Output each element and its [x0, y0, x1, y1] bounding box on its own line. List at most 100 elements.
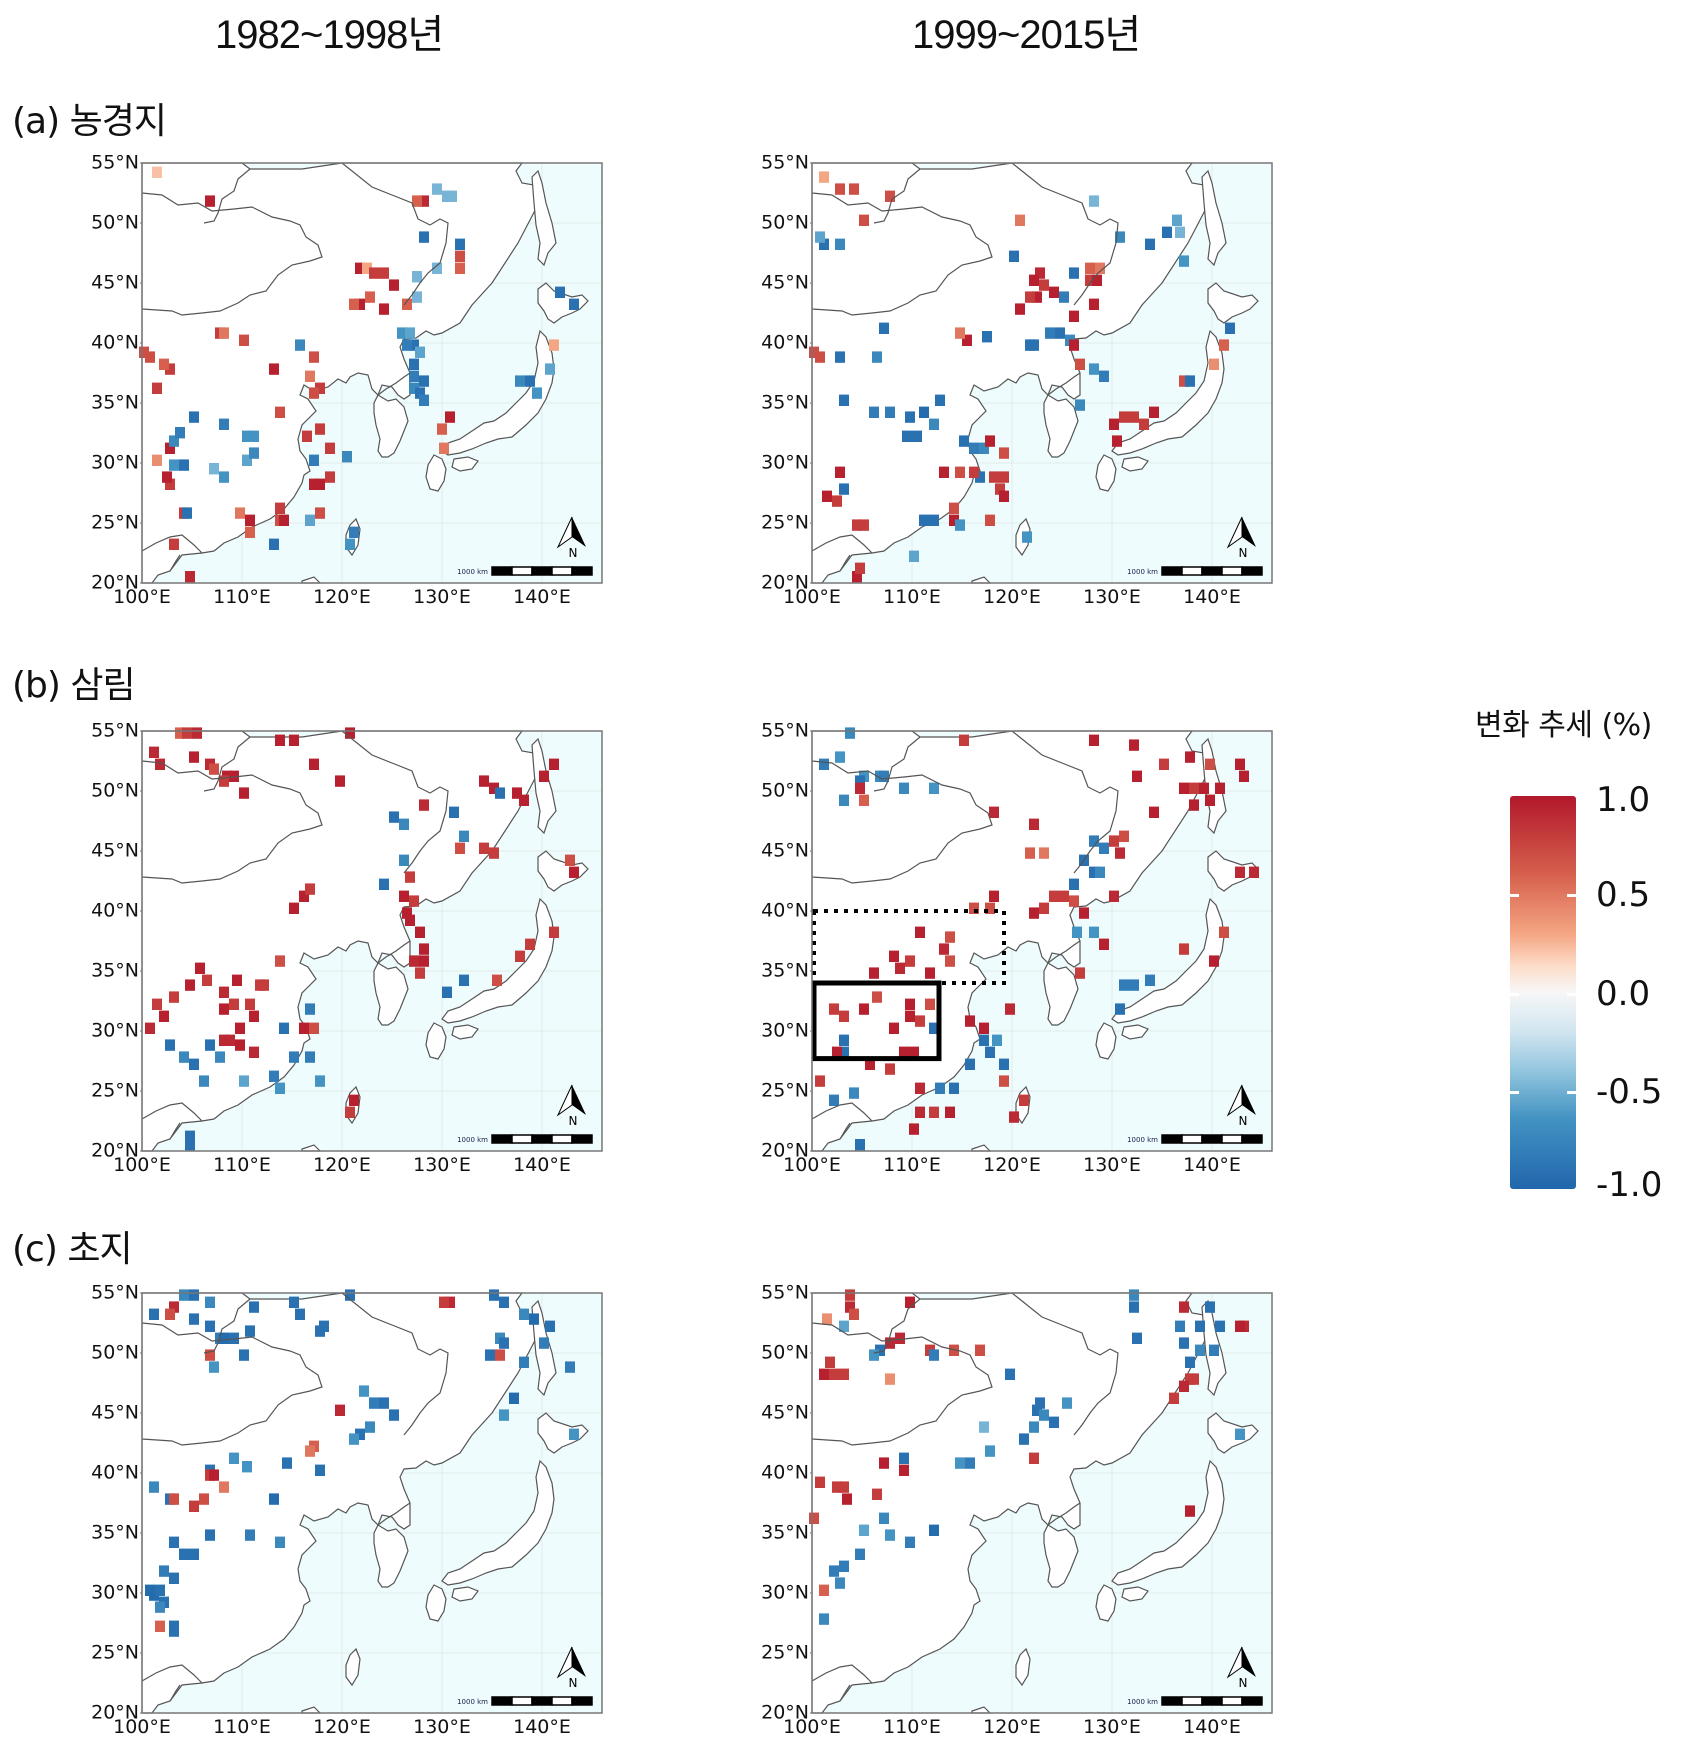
lon-tick-label: 120°E	[313, 1154, 371, 1176]
column-title-1999-2015: 1999~2015년	[912, 13, 1141, 57]
colorbar-label-0.5: 0.5	[1596, 875, 1651, 915]
lon-tick-label: 120°E	[983, 1154, 1041, 1176]
svg-text:1000 km: 1000 km	[1127, 568, 1158, 576]
north-arrow-icon: N	[556, 516, 586, 560]
lat-tick-label: 25°N	[91, 512, 139, 534]
trend-cells	[145, 1289, 579, 1637]
map-frame	[141, 730, 603, 1152]
lat-tick-label: 30°N	[91, 1020, 139, 1042]
row-label-cropland: (a) 농경지	[12, 101, 167, 142]
svg-text:N: N	[1239, 546, 1248, 560]
lon-tick-label: 140°E	[513, 1716, 571, 1738]
lat-tick-label: 35°N	[91, 1522, 139, 1544]
north-arrow-icon: N	[556, 1646, 586, 1690]
lon-tick-label: 130°E	[1083, 1716, 1141, 1738]
lon-tick-label: 110°E	[883, 1716, 941, 1738]
map-svg: N 1000 km 55°N 50°N 45°N 40°N 35°N 30°N 25°N 20°N…	[761, 1282, 1273, 1738]
lat-tick-label: 50°N	[91, 1342, 139, 1364]
lat-tick-label: 55°N	[91, 720, 139, 742]
lon-tick-label: 120°E	[313, 586, 371, 608]
lat-tick-label: 25°N	[761, 512, 809, 534]
svg-text:1000 km: 1000 km	[457, 1698, 488, 1706]
map-frame	[141, 162, 603, 584]
colorbar-label-0.0: 0.0	[1596, 974, 1651, 1014]
lat-tick-label: 45°N	[761, 1402, 809, 1424]
lon-tick-label: 140°E	[1183, 1154, 1241, 1176]
row-label-grassland: (c) 초지	[12, 1229, 133, 1270]
svg-text:1000 km: 1000 km	[457, 568, 488, 576]
lat-tick-label: 35°N	[761, 960, 809, 982]
map-panel-grassland-1999-2015: N 1000 km 55°N 50°N 45°N 40°N 35°N 30°N 25°N 20°N…	[750, 1280, 1290, 1740]
lon-tick-label: 120°E	[313, 1716, 371, 1738]
lat-tick-label: 20°N	[91, 1702, 139, 1724]
svg-text:N: N	[1239, 1676, 1248, 1690]
lat-tick-label: 45°N	[91, 840, 139, 862]
lat-tick-label: 55°N	[761, 720, 809, 742]
column-title-1982-1998: 1982~1998년	[215, 13, 444, 57]
map-panel-forest-1999-2015: N 1000 km 55°N 50°N 45°N 40°N 35°N 30°N 25°N 20°N…	[750, 718, 1290, 1178]
scale-bar: 1000 km	[457, 1696, 593, 1706]
lon-tick-label: 100°E	[783, 586, 841, 608]
lat-tick-label: 30°N	[91, 452, 139, 474]
svg-text:N: N	[569, 1676, 578, 1690]
lat-tick-label: 50°N	[91, 780, 139, 802]
lon-tick-label: 100°E	[783, 1154, 841, 1176]
map-svg: N 1000 km 55°N 50°N 45°N 40°N 35°N 30°N 25°N 20°N…	[91, 1282, 603, 1738]
map-frame	[811, 730, 1273, 1152]
lon-tick-label: 110°E	[213, 1154, 271, 1176]
map-panel-cropland-1999-2015: N 1000 km 55°N 50°N 45°N 40°N 35°N 30°N 25°N 20°N…	[750, 150, 1290, 610]
map-svg: N 1000 km 55°N 50°N 45°N 40°N 35°N 30°N 25°N 20°N…	[91, 152, 603, 608]
lat-tick-label: 45°N	[761, 840, 809, 862]
lat-tick-label: 35°N	[91, 392, 139, 414]
north-arrow-icon: N	[1226, 1646, 1256, 1690]
solid-region-box	[811, 980, 942, 1062]
lon-tick-label: 100°E	[113, 1716, 171, 1738]
lat-tick-label: 35°N	[761, 1522, 809, 1544]
lat-tick-label: 20°N	[91, 572, 139, 594]
lat-tick-label: 30°N	[91, 1582, 139, 1604]
lon-tick-label: 130°E	[413, 1716, 471, 1738]
row-label-forest: (b) 삼림	[12, 665, 136, 706]
svg-text:N: N	[1239, 1114, 1248, 1128]
lat-tick-label: 20°N	[761, 572, 809, 594]
map-panel-grassland-1982-1998: N 1000 km 55°N 50°N 45°N 40°N 35°N 30°N 25°N 20°N…	[80, 1280, 603, 1740]
lat-tick-label: 55°N	[761, 152, 809, 174]
svg-text:1000 km: 1000 km	[457, 1136, 488, 1144]
lat-tick-label: 25°N	[761, 1080, 809, 1102]
lat-tick-label: 20°N	[761, 1702, 809, 1724]
lat-tick-label: 45°N	[91, 272, 139, 294]
legend-title: 변화 추세 (%)	[1475, 708, 1652, 743]
map-frame	[811, 1292, 1273, 1714]
lat-tick-label: 50°N	[91, 212, 139, 234]
lat-tick-label: 40°N	[91, 1462, 139, 1484]
trend-cells	[809, 171, 1235, 583]
lat-tick-label: 45°N	[761, 272, 809, 294]
svg-text:N: N	[569, 546, 578, 560]
lat-tick-label: 20°N	[91, 1140, 139, 1162]
lat-tick-label: 50°N	[761, 1342, 809, 1364]
map-svg: N 1000 km 55°N 50°N 45°N 40°N 35°N 30°N 25°N 20°N…	[91, 720, 603, 1176]
map-frame	[811, 162, 1273, 584]
north-arrow-icon: N	[556, 1084, 586, 1128]
lat-tick-label: 30°N	[761, 1582, 809, 1604]
map-svg: N 1000 km 55°N 50°N 45°N 40°N 35°N 30°N 25°N 20°N…	[761, 152, 1273, 608]
lat-tick-label: 50°N	[761, 212, 809, 234]
map-svg: N 1000 km 55°N 50°N 45°N 40°N 35°N 30°N 25°N 20°N…	[761, 720, 1273, 1176]
scale-bar: 1000 km	[1127, 1696, 1263, 1706]
lat-tick-label: 40°N	[761, 1462, 809, 1484]
scale-bar: 1000 km	[1127, 1134, 1263, 1144]
lon-tick-label: 110°E	[213, 586, 271, 608]
lon-tick-label: 140°E	[1183, 586, 1241, 608]
lon-tick-label: 130°E	[413, 586, 471, 608]
lon-tick-label: 130°E	[413, 1154, 471, 1176]
trend-cells	[815, 727, 1259, 1151]
trend-cells	[145, 727, 579, 1151]
colorbar-label-neg1.0: -1.0	[1596, 1165, 1663, 1205]
lon-tick-label: 130°E	[1083, 586, 1141, 608]
lat-tick-label: 40°N	[91, 900, 139, 922]
lon-tick-label: 130°E	[1083, 1154, 1141, 1176]
lat-tick-label: 55°N	[91, 1282, 139, 1304]
trend-cells	[809, 1289, 1249, 1625]
lon-tick-label: 120°E	[983, 1716, 1041, 1738]
colorbar-label-neg0.5: -0.5	[1596, 1072, 1663, 1112]
